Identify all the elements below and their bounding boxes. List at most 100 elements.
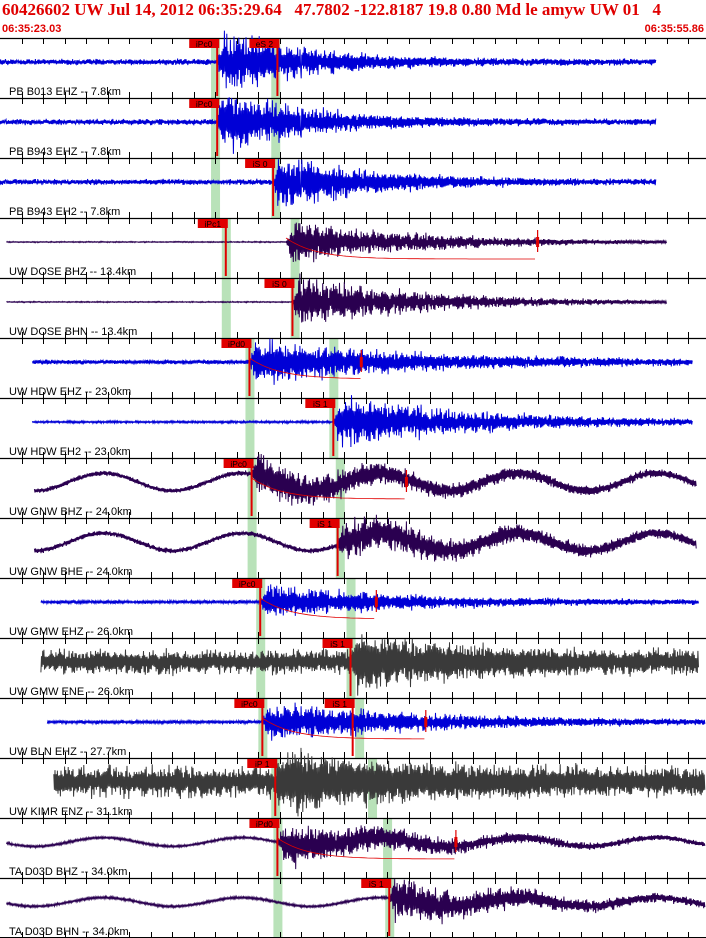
pick-flag	[324, 699, 355, 708]
coda-marker-box	[374, 597, 378, 607]
coda-marker-box	[536, 237, 540, 247]
phase-band	[211, 98, 221, 158]
trace-label: UW GNW BHE -- 24.0km	[9, 566, 132, 578]
pick-flag	[189, 99, 220, 108]
waveform	[53, 747, 706, 817]
coda-marker-box	[404, 477, 408, 487]
phase-band	[245, 398, 255, 458]
pick-flag	[309, 519, 340, 528]
pick-line	[250, 460, 253, 516]
phase-band	[221, 278, 231, 338]
pick-label: eS 2	[256, 39, 274, 49]
phase-band	[273, 878, 283, 938]
pick-label: iS 1	[332, 699, 347, 709]
waveform	[6, 878, 706, 925]
pick-flag	[322, 639, 353, 648]
phase-band	[211, 158, 221, 218]
pick-label: iPc0	[196, 39, 213, 49]
pick-line	[261, 700, 264, 756]
pick-line	[351, 700, 354, 756]
trace-label: PB B943 EH2 -- 7.8km	[9, 206, 120, 218]
trace-label: TA D03D BHZ -- 34.0km	[9, 866, 127, 878]
pick-line	[248, 340, 251, 396]
phase-band	[247, 518, 257, 578]
pick-flag	[249, 39, 280, 48]
pick-flag	[189, 39, 220, 48]
trace-label: UW KIMR ENZ -- 31.1km	[9, 806, 132, 818]
pick-line	[259, 580, 262, 636]
pick-label: iS 1	[369, 879, 384, 889]
pick-label: iS 0	[253, 159, 268, 169]
pick-flag	[197, 219, 228, 228]
pick-line	[276, 40, 279, 96]
pick-line	[276, 820, 279, 876]
header-bar: 60426602 UW Jul 14, 2012 06:35:29.64 47.…	[0, 0, 706, 38]
pick-label: iS 1	[313, 399, 328, 409]
pick-label: iPc0	[239, 579, 256, 589]
coda-curve	[262, 717, 425, 740]
pick-flag	[247, 759, 278, 768]
pick-label: iPc0	[230, 459, 247, 469]
waveform	[6, 273, 667, 323]
trace-label: UW DOSE BHN -- 13.4km	[9, 326, 137, 338]
event-title: 60426602 UW Jul 14, 2012 06:35:29.64 47.…	[2, 0, 662, 19]
pick-line	[336, 520, 339, 576]
coda-curve	[249, 357, 361, 379]
pick-flag	[361, 879, 392, 888]
pick-flag	[264, 279, 295, 288]
trace-label: UW GMW ENE -- 26.0km	[9, 686, 134, 698]
trace-label: UW HDW EH2 -- 23.0km	[9, 446, 131, 458]
coda-marker-box	[424, 717, 428, 727]
phase-band	[383, 818, 393, 878]
trace-label: TA D03D BHN -- 34.0km	[9, 926, 129, 938]
start-time: 06:35:23.03	[2, 23, 62, 35]
pick-flag	[232, 579, 263, 588]
trace-label: UW DOSE BHZ -- 13.4km	[9, 266, 136, 278]
pick-label: iS 1	[317, 519, 332, 529]
pick-label: iS 0	[272, 279, 287, 289]
pick-line	[388, 880, 391, 936]
coda-curve	[259, 597, 375, 619]
waveform	[31, 338, 693, 385]
pick-flag	[223, 459, 254, 468]
phase-picks: iPc0 eS 2 iPc0 iS 0 iPc1 iS 0 iPd0 iS 1 iPc0 iS 1…	[189, 39, 540, 936]
coda-marker-box	[454, 837, 458, 847]
waveform	[0, 159, 657, 207]
trace-label: UW GNW BHZ -- 24.0km	[9, 506, 132, 518]
pick-flag	[245, 159, 276, 168]
pick-flag	[234, 699, 265, 708]
coda-curve	[251, 477, 405, 500]
trace-label: PB B943 EHZ -- 7.8km	[9, 146, 121, 158]
waveform	[40, 584, 699, 616]
time-grid	[0, 37, 706, 938]
pick-label: iPc1	[205, 219, 222, 229]
pick-line	[274, 760, 277, 816]
pick-line	[272, 160, 275, 216]
phase-band	[211, 38, 221, 98]
waveform	[40, 634, 699, 696]
trace-labels: PB B013 EHZ -- 7.8km PB B943 EHZ -- 7.8km…	[9, 86, 137, 938]
trace-label: UW BLN EHZ -- 27.7km	[9, 746, 126, 758]
trace-label: UW HDW EHZ -- 23.0km	[9, 386, 131, 398]
pick-line	[216, 40, 219, 96]
pick-label: iS 1	[330, 639, 345, 649]
pick-flag	[249, 819, 280, 828]
coda-curve	[277, 837, 455, 860]
pick-flag	[305, 399, 336, 408]
waveform	[33, 514, 697, 562]
waveform	[0, 97, 657, 154]
waveform	[0, 30, 657, 89]
pick-line	[216, 100, 219, 156]
pick-line	[291, 280, 294, 336]
coda-curve	[285, 237, 535, 260]
waveform	[31, 395, 693, 448]
pick-label: iP 1	[255, 759, 270, 769]
waveform	[33, 453, 697, 506]
pick-label: iPc0	[241, 699, 258, 709]
waveform	[6, 222, 667, 263]
end-time: 06:35:55.86	[644, 23, 704, 35]
coda-marker-box	[359, 357, 363, 367]
pick-label: iPc0	[196, 99, 213, 109]
